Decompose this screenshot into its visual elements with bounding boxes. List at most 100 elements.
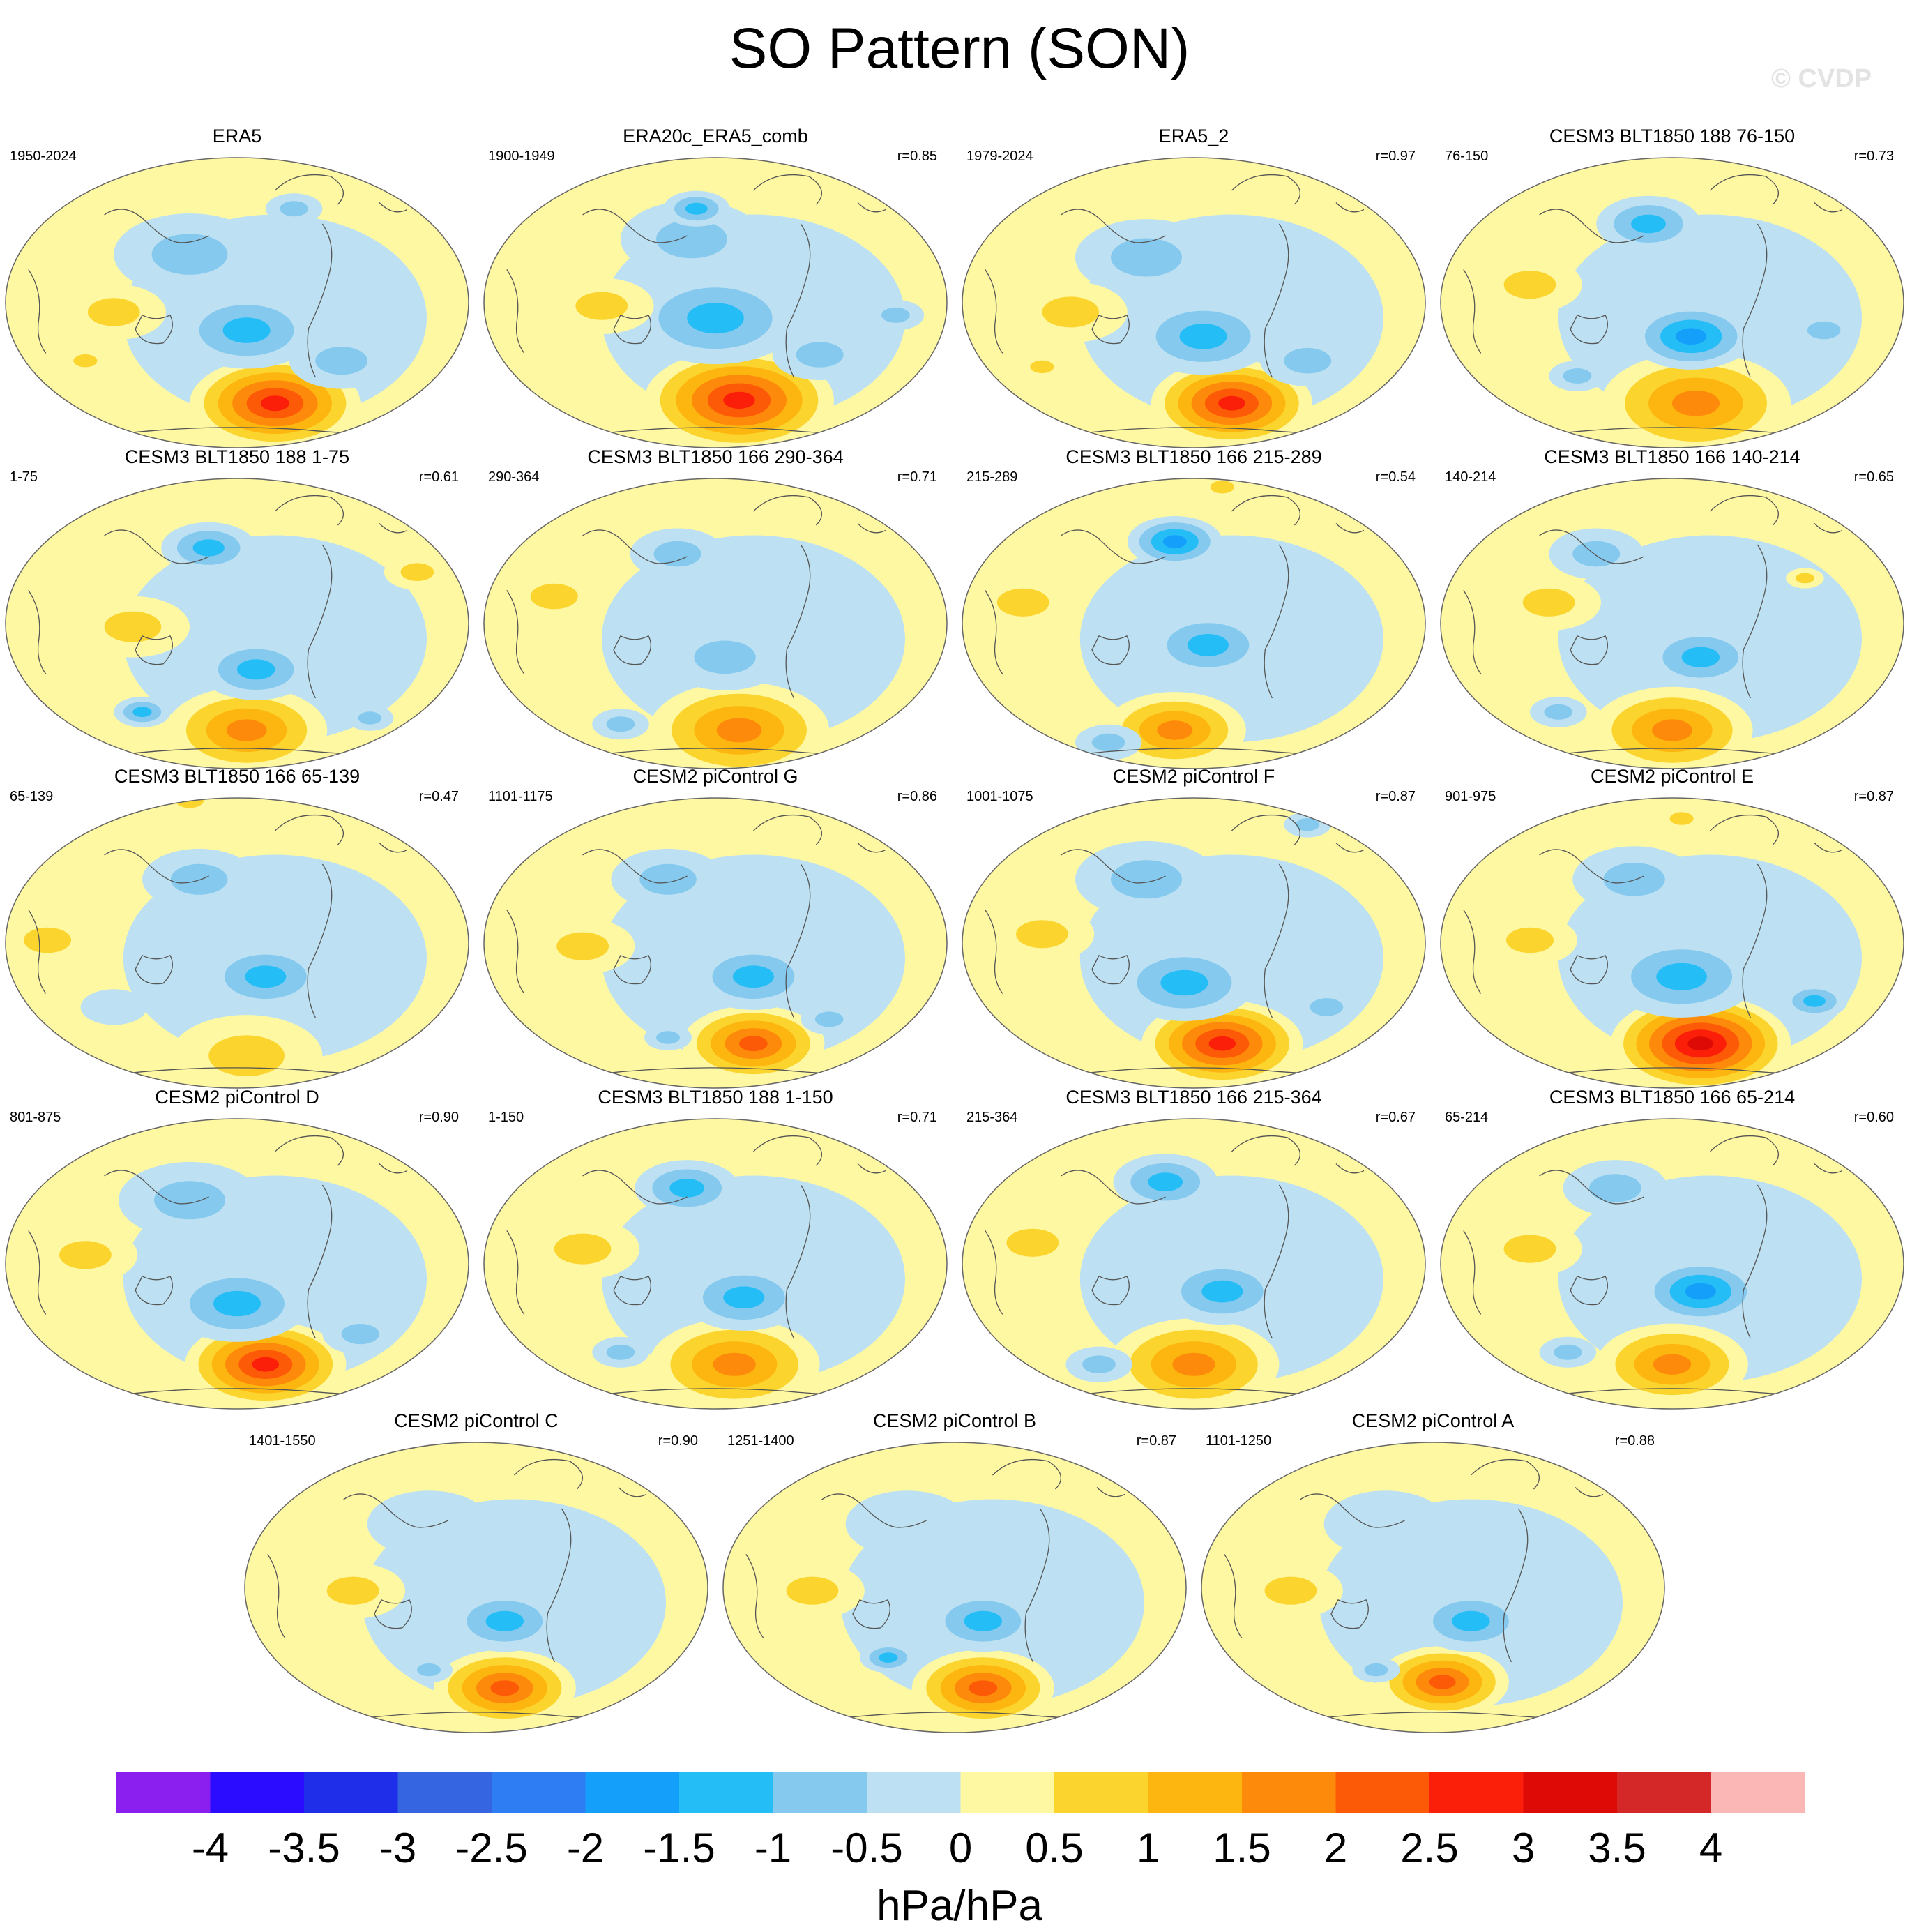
map-outline [1440,797,1904,1089]
coastline [307,223,333,378]
colorbar-swatch [397,1772,492,1813]
panel-correlation: r=0.88 [1614,1433,1655,1449]
contour-fill [1653,1354,1692,1375]
contour-fill [261,395,289,412]
map-outline [5,157,469,448]
coastline [1096,1487,1125,1497]
map-plot [722,1442,1187,1733]
coastline [506,910,525,994]
map-plot [5,1118,469,1410]
contour-fill [132,707,152,718]
map-panel: CESM3 BLT1850 166 290-364 290-364 r=0.71 [478,445,953,773]
coastline [1091,1275,1130,1306]
coastline [1231,495,1301,526]
colorbar-tick-label: -3.5 [268,1825,340,1871]
contour-fill [1310,998,1344,1016]
map-plot [962,1118,1426,1410]
contour-fill [879,1652,898,1663]
map-panel: CESM3 BLT1850 166 65-214 65-214 r=0.60 [1435,1085,1909,1413]
contour-fill [1603,863,1665,896]
panel-correlation: r=0.73 [1853,149,1894,164]
coastline [613,635,651,665]
coastline [785,544,811,699]
contour-fill [669,1179,705,1198]
colorbar-swatch [1711,1772,1805,1813]
contour-fill [104,611,162,642]
map-outline [1440,157,1904,448]
panel-title: CESM3 BLT1850 166 290-364 [587,446,844,467]
map-outline [5,478,469,769]
contour-fill [1506,927,1554,953]
contour-fill [881,307,910,323]
colorbar-tick-label: -0.5 [830,1825,902,1871]
coastline [28,910,47,994]
contour-fill [1218,395,1245,411]
contour-fill [87,298,140,326]
colorbar-swatch [679,1772,773,1813]
contour-fill [1631,214,1666,234]
coastline [613,1275,651,1306]
contour-fill [1006,1228,1059,1257]
contour-fill [59,1241,112,1269]
panel-correlation: r=0.54 [1375,469,1416,485]
panel-period: 1-150 [488,1110,524,1125]
contour-fill [222,317,271,343]
coastline [613,954,651,985]
coastline [1335,202,1365,213]
contour-fill [996,588,1049,617]
map-panel: CESM3 BLT1850 188 1-75 1-75 r=0.61 [0,445,474,773]
contour-fill [1364,1663,1388,1677]
coastline [267,1554,286,1638]
coastline [1709,814,1780,845]
map-outline [962,1118,1426,1410]
coastline [379,202,408,213]
map-outline [962,157,1426,448]
contour-fill [685,202,708,215]
coastline [1061,529,1166,564]
coastline [985,1230,1003,1315]
contour-fill [33,1357,81,1384]
panel-period: 801-875 [10,1110,61,1125]
panel-period: 1950-2024 [10,149,77,164]
coastline [513,1458,584,1490]
contour-fill [1160,969,1208,996]
coastline [1264,223,1289,378]
coastline [852,1599,890,1629]
panel-correlation: r=0.71 [897,469,937,485]
colorbar-swatch [585,1772,680,1813]
coastline [1742,544,1768,699]
panel-correlation: r=0.60 [1853,1110,1894,1125]
coastline [752,814,823,845]
coastline [985,910,1003,994]
coastline [104,209,209,243]
coastline [1091,635,1130,665]
colorbar-tick-label: 2.5 [1400,1825,1458,1871]
coastline [104,849,209,884]
map-plot [1440,478,1904,769]
contour-fill [1162,535,1187,548]
coastline [1742,1184,1768,1339]
coastline [1463,1230,1482,1315]
map-outline [483,1118,948,1410]
contour-fill [1652,719,1692,741]
contour-fill [490,1680,519,1696]
panel-correlation: r=0.65 [1853,469,1894,485]
contour-fill [49,1366,65,1375]
coastline [1709,1135,1780,1166]
coastline [274,1135,344,1166]
panel-period: 1900-1949 [488,149,555,164]
panel-title: ERA5 [212,126,262,146]
map-outline [722,1442,1187,1733]
panel-correlation: r=0.87 [1853,789,1894,804]
map-outline [962,797,1426,1089]
coastline [307,1184,333,1339]
figure-title: SO Pattern (SON) [729,17,1190,80]
coastline [992,1458,1062,1490]
coastline [1335,843,1365,853]
contour-fill [606,1344,635,1360]
coastline [1061,209,1166,243]
panel-title: CESM2 piControl A [1351,1410,1515,1431]
coastline [857,843,886,853]
contour-fill [1503,271,1556,299]
coastline [785,863,811,1018]
